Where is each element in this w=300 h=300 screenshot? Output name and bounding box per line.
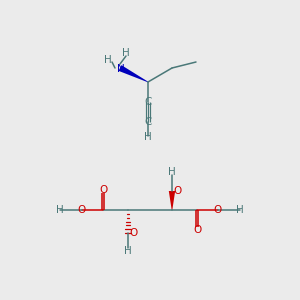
Polygon shape: [169, 191, 175, 210]
Text: H: H: [104, 55, 112, 65]
Text: H: H: [124, 246, 132, 256]
Text: O: O: [99, 185, 107, 195]
Text: O: O: [193, 225, 201, 235]
Text: N: N: [117, 64, 125, 74]
Text: H: H: [168, 167, 176, 177]
Text: O: O: [129, 228, 137, 238]
Text: O: O: [78, 205, 86, 215]
Text: H: H: [122, 48, 130, 58]
Text: C: C: [144, 117, 152, 127]
Text: O: O: [214, 205, 222, 215]
Polygon shape: [118, 65, 148, 82]
Text: O: O: [173, 186, 181, 196]
Text: H: H: [236, 205, 244, 215]
Text: C: C: [144, 97, 152, 107]
Text: H: H: [144, 132, 152, 142]
Text: H: H: [56, 205, 64, 215]
